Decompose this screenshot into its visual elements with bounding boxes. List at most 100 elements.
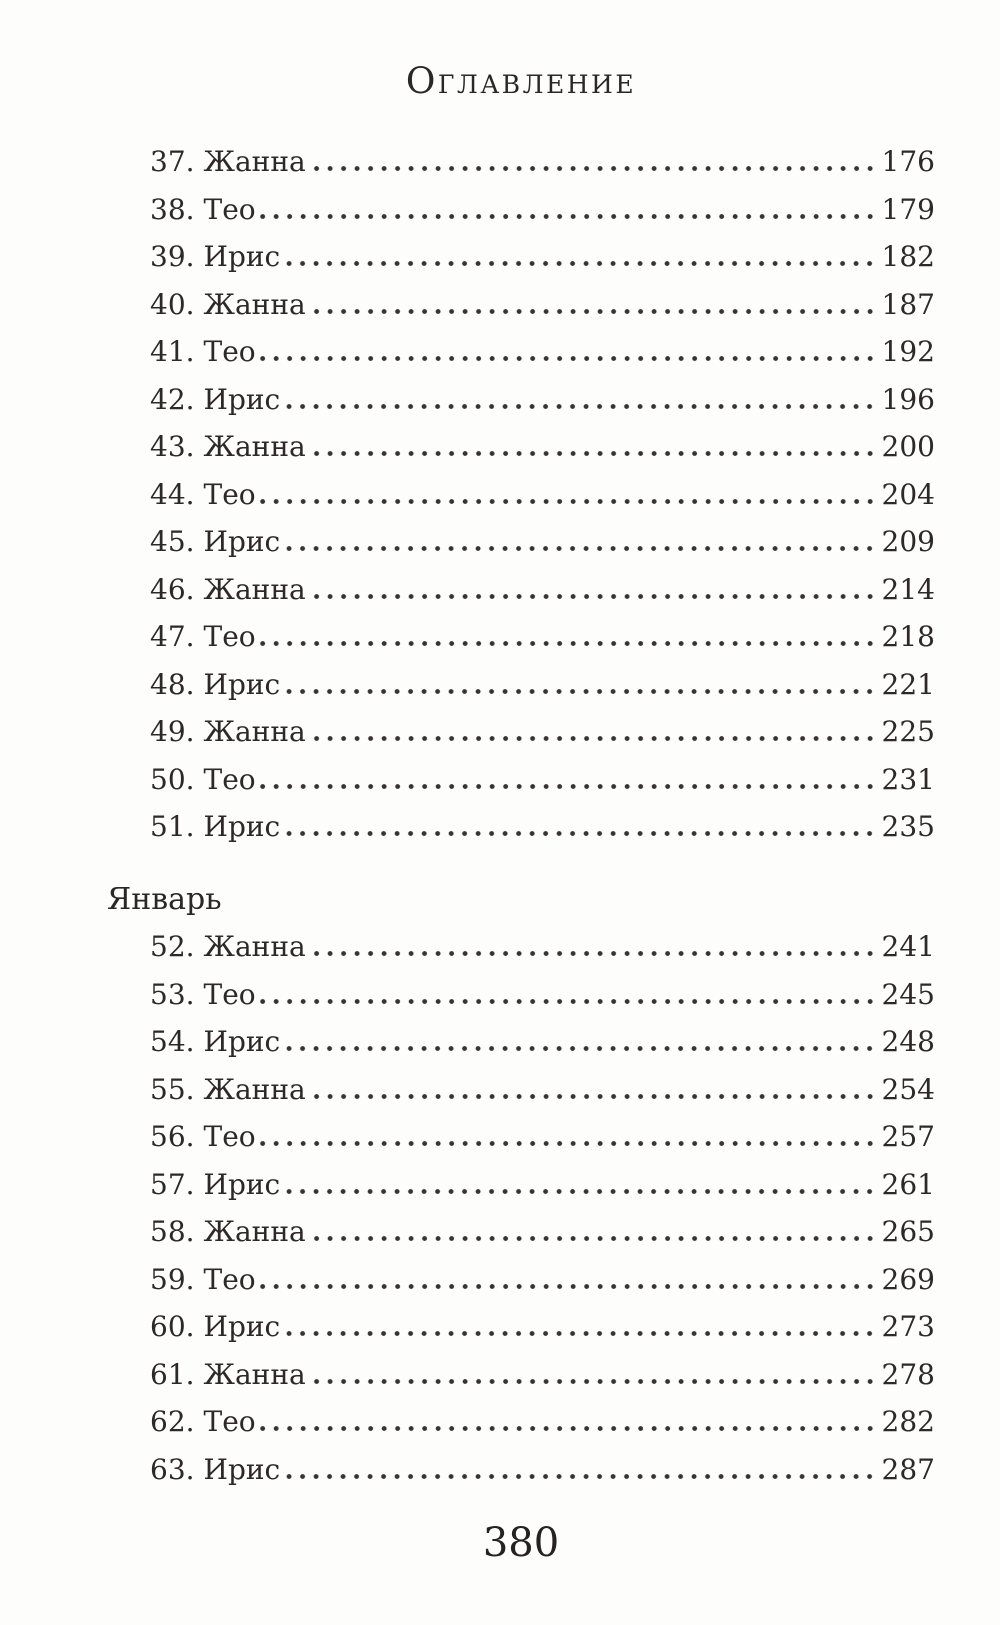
entry-title: Тео bbox=[203, 1405, 256, 1438]
entry-title: Тео bbox=[203, 477, 256, 511]
toc-entry: 44. Тео 204 bbox=[150, 471, 935, 519]
entry-number: 54. bbox=[150, 1025, 195, 1058]
entry-number: 56. bbox=[150, 1120, 195, 1153]
entry-page: 204 bbox=[881, 477, 935, 511]
entry-number: 58. bbox=[150, 1215, 195, 1248]
toc-entry: 51. Ирис 235 bbox=[150, 803, 935, 851]
toc-entry: 56. Тео 257 bbox=[150, 1113, 935, 1161]
dot-leader bbox=[257, 1426, 877, 1431]
dot-leader bbox=[307, 451, 877, 456]
entry-number: 49. bbox=[150, 715, 195, 748]
dot-leader bbox=[307, 1093, 877, 1099]
toc-entry: 49. Жанна 225 bbox=[150, 708, 935, 756]
entry-number: 52. bbox=[150, 930, 195, 963]
entry-number: 44. bbox=[150, 477, 195, 511]
entry-page: 248 bbox=[881, 1025, 935, 1058]
toc-entry: 59. Тео 269 bbox=[150, 1256, 935, 1304]
toc-entry: 55. Жанна 254 bbox=[150, 1066, 935, 1114]
entry-title: Тео bbox=[203, 1262, 256, 1296]
entry-number: 45. bbox=[150, 525, 195, 558]
entry-number: 42. bbox=[150, 382, 195, 416]
page-folio: 380 bbox=[482, 1520, 560, 1566]
entry-number: 50. bbox=[150, 762, 195, 796]
entry-page: 214 bbox=[881, 572, 935, 606]
entry-title: Тео bbox=[203, 192, 256, 226]
dot-leader bbox=[282, 403, 877, 409]
entry-number: 38. bbox=[150, 192, 195, 226]
entry-title: Ирис bbox=[203, 525, 281, 558]
entry-page: 287 bbox=[881, 1452, 935, 1486]
dot-leader bbox=[257, 1283, 877, 1289]
entry-page: 273 bbox=[881, 1310, 935, 1343]
dot-leader bbox=[282, 1331, 877, 1336]
section-heading: Январь bbox=[107, 881, 222, 917]
entry-number: 62. bbox=[150, 1405, 195, 1438]
entry-number: 57. bbox=[150, 1167, 195, 1201]
toc-entry: 58. Жанна 265 bbox=[150, 1208, 935, 1256]
entry-page: 179 bbox=[881, 192, 935, 226]
entry-title: Жанна bbox=[203, 930, 306, 963]
page-title: Оглавление bbox=[405, 61, 637, 102]
toc-entry: 42. Ирис 196 bbox=[150, 376, 935, 424]
dot-leader bbox=[282, 546, 877, 551]
toc-entry: 47. Тео 218 bbox=[150, 613, 935, 661]
dot-leader bbox=[282, 688, 877, 694]
entry-number: 46. bbox=[150, 572, 195, 606]
entry-page: 200 bbox=[881, 430, 935, 463]
entry-page: 254 bbox=[881, 1072, 935, 1106]
entry-page: 241 bbox=[881, 930, 935, 963]
entry-title: Тео bbox=[203, 762, 256, 796]
entry-title: Тео bbox=[203, 335, 256, 368]
entry-title: Жанна bbox=[203, 1357, 306, 1391]
entry-page: 231 bbox=[881, 762, 935, 796]
entry-title: Тео bbox=[203, 1120, 256, 1153]
entry-title: Ирис bbox=[203, 1452, 281, 1486]
entry-title: Ирис bbox=[203, 1310, 281, 1343]
entry-number: 55. bbox=[150, 1072, 195, 1106]
toc-entry: 48. Ирис 221 bbox=[150, 661, 935, 709]
entry-title: Ирис bbox=[203, 240, 281, 273]
toc-entry: 41. Тео 192 bbox=[150, 328, 935, 376]
toc-entry: 62. Тео 282 bbox=[150, 1398, 935, 1446]
dot-leader bbox=[307, 166, 877, 171]
entry-page: 282 bbox=[881, 1405, 935, 1438]
entry-title: Ирис bbox=[203, 667, 281, 701]
entry-page: 257 bbox=[881, 1120, 935, 1153]
section-entries: 52. Жанна 241 53. Тео 245 54. Ирис 248 5… bbox=[150, 923, 935, 1493]
entry-page: 176 bbox=[881, 145, 935, 178]
entry-title: Тео bbox=[203, 620, 256, 653]
entry-title: Жанна bbox=[203, 430, 306, 463]
toc-section: Январь 52. Жанна 241 53. Тео 245 54. Ири… bbox=[107, 876, 935, 1494]
entry-number: 41. bbox=[150, 335, 195, 368]
entry-page: 192 bbox=[881, 335, 935, 368]
toc-entry: 53. Тео 245 bbox=[150, 971, 935, 1019]
entry-title: Ирис bbox=[203, 810, 281, 843]
dot-leader bbox=[257, 998, 877, 1004]
dot-leader bbox=[257, 783, 877, 789]
entry-title: Жанна bbox=[203, 1072, 306, 1106]
dot-leader bbox=[257, 641, 877, 646]
toc-entry: 60. Ирис 273 bbox=[150, 1303, 935, 1351]
entry-number: 53. bbox=[150, 977, 195, 1011]
entry-number: 61. bbox=[150, 1357, 195, 1391]
toc-entry: 40. Жанна 187 bbox=[150, 281, 935, 329]
dot-leader bbox=[282, 1473, 877, 1479]
toc-entry: 63. Ирис 287 bbox=[150, 1446, 935, 1494]
section-entries: 37. Жанна 176 38. Тео 179 39. Ирис 182 4… bbox=[150, 138, 935, 851]
entry-title: Ирис bbox=[203, 1025, 281, 1058]
entry-number: 48. bbox=[150, 667, 195, 701]
entry-page: 196 bbox=[881, 382, 935, 416]
entry-number: 60. bbox=[150, 1310, 195, 1343]
entry-number: 47. bbox=[150, 620, 195, 653]
toc-entry: 50. Тео 231 bbox=[150, 756, 935, 804]
entry-page: 221 bbox=[881, 667, 935, 701]
entry-number: 43. bbox=[150, 430, 195, 463]
dot-leader bbox=[307, 736, 877, 741]
entry-title: Тео bbox=[203, 977, 256, 1011]
dot-leader bbox=[257, 498, 877, 504]
entry-title: Жанна bbox=[203, 1215, 306, 1248]
entry-page: 187 bbox=[881, 287, 935, 321]
toc-entry: 43. Жанна 200 bbox=[150, 423, 935, 471]
dot-leader bbox=[282, 831, 877, 836]
